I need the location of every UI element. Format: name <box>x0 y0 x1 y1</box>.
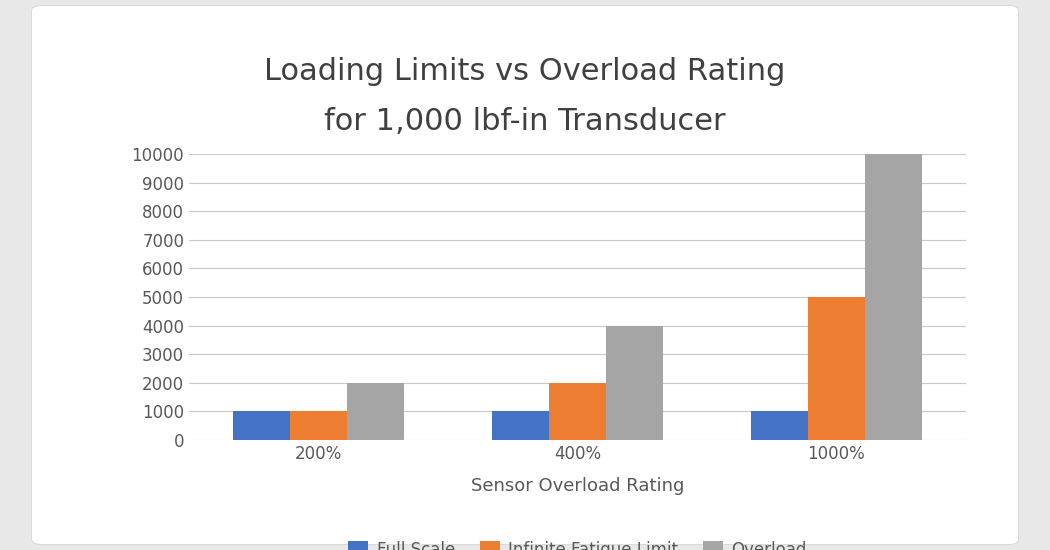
Bar <box>492 411 549 440</box>
Bar <box>346 383 404 440</box>
Text: for 1,000 lbf-in Transducer: for 1,000 lbf-in Transducer <box>324 107 726 135</box>
Bar <box>233 411 290 440</box>
Legend: Full Scale, Infinite Fatigue Limit, Overload: Full Scale, Infinite Fatigue Limit, Over… <box>341 534 814 550</box>
Bar <box>290 411 346 440</box>
Bar <box>865 154 922 440</box>
Text: Loading Limits vs Overload Rating: Loading Limits vs Overload Rating <box>265 57 785 86</box>
Bar <box>606 326 663 440</box>
Bar <box>549 383 606 440</box>
Bar <box>808 297 865 440</box>
Bar <box>751 411 808 440</box>
X-axis label: Sensor Overload Rating: Sensor Overload Rating <box>470 477 685 495</box>
